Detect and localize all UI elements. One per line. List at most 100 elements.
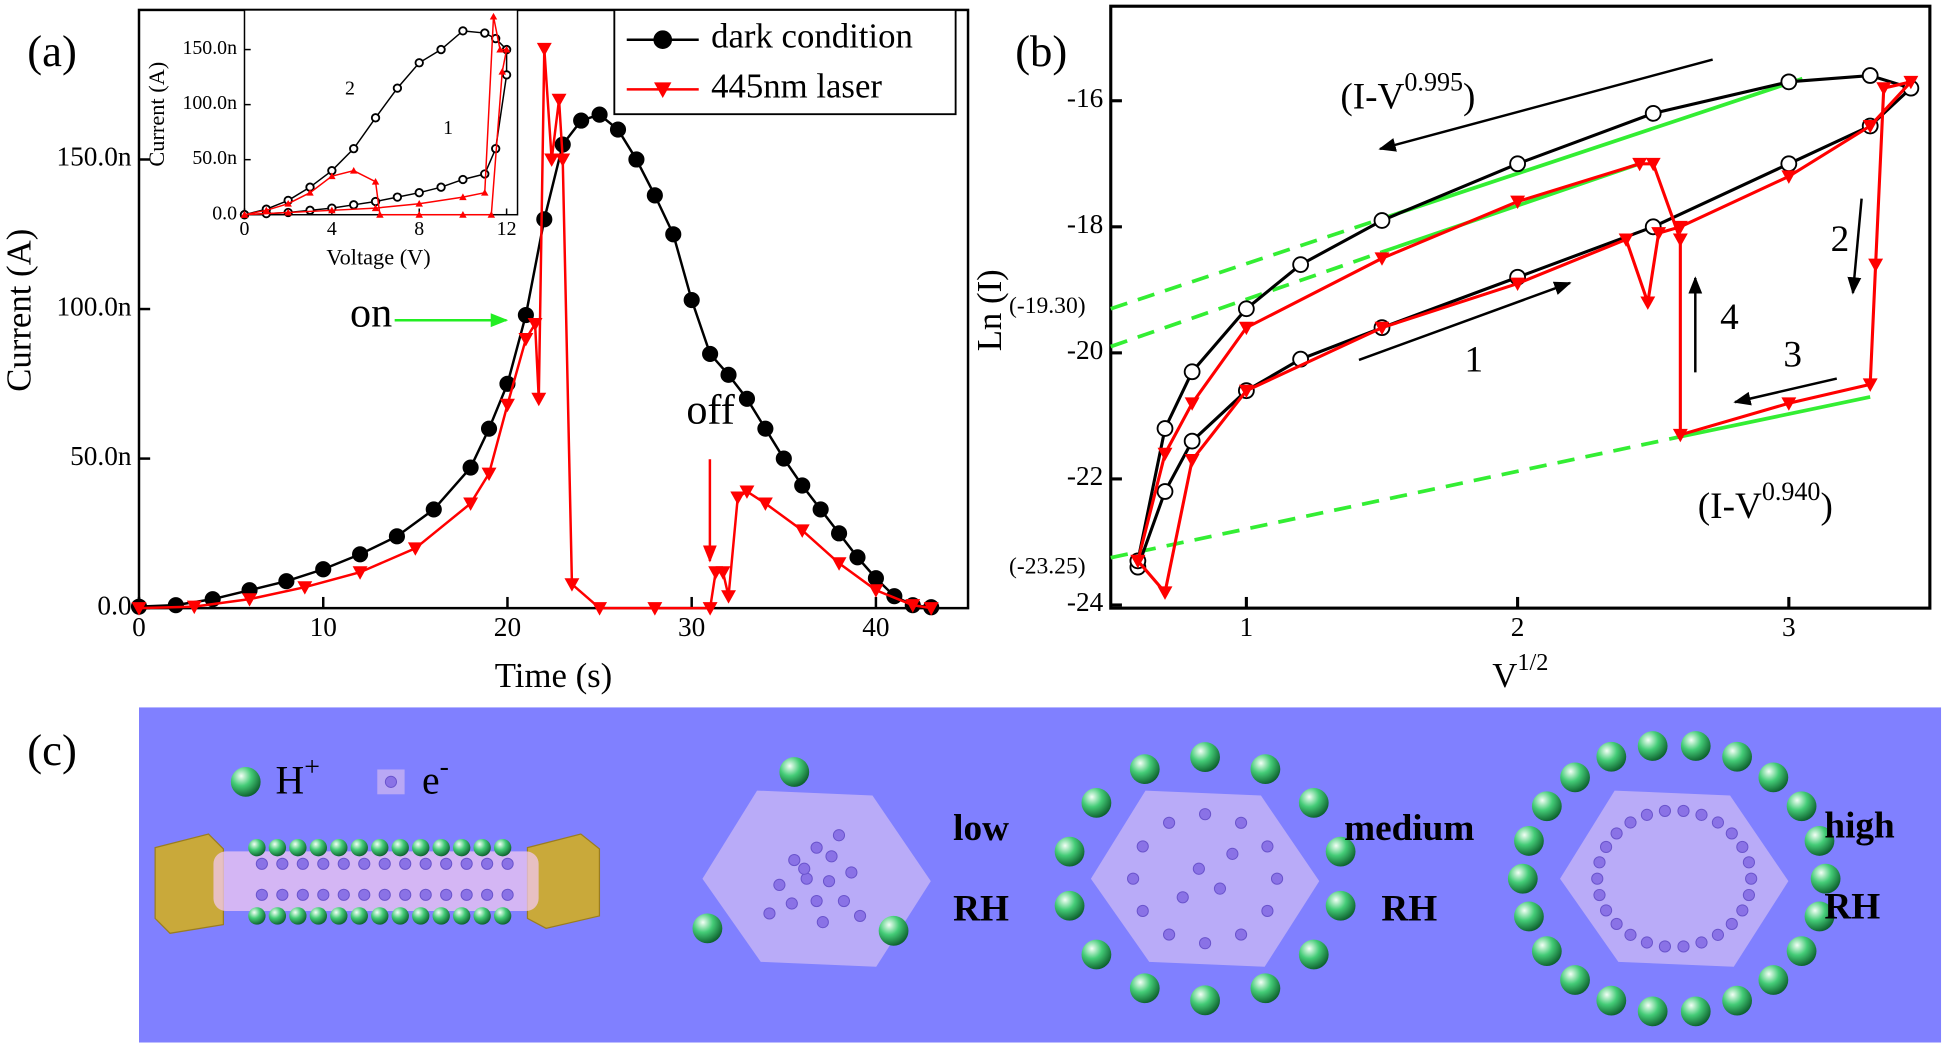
y-axis-title: Current (A)	[144, 62, 169, 167]
point	[702, 602, 718, 616]
electron	[1677, 940, 1690, 953]
legend-electron-part: -	[440, 752, 449, 783]
proton	[1596, 985, 1627, 1016]
legend-electron-part: e	[422, 758, 440, 802]
electron	[378, 888, 391, 901]
proton	[1081, 787, 1112, 818]
humidity-level: high	[1824, 806, 1895, 847]
electron	[337, 857, 350, 870]
proton	[330, 838, 348, 857]
x-tick-label: 12	[497, 218, 517, 240]
proton	[1250, 754, 1281, 785]
electron	[255, 857, 268, 870]
electron	[276, 888, 289, 901]
proton	[412, 907, 430, 925]
point	[646, 187, 663, 204]
point	[1876, 82, 1892, 96]
electron	[419, 857, 432, 870]
x-tick-label: 1	[1240, 612, 1254, 642]
point	[462, 459, 479, 476]
electron	[384, 775, 398, 788]
x-tick-label: 20	[494, 612, 521, 642]
point	[1861, 67, 1879, 84]
electron	[1127, 872, 1140, 885]
point	[867, 570, 884, 587]
annotation: (I-V0.995)	[1340, 67, 1475, 116]
proton	[371, 838, 389, 857]
proton	[493, 907, 512, 925]
electron	[1725, 827, 1738, 840]
point	[371, 204, 380, 212]
humidity-unit: RH	[1824, 886, 1880, 927]
electron	[1711, 928, 1724, 941]
electron	[1261, 904, 1274, 918]
point	[459, 210, 467, 218]
x-tick-label: 10	[310, 612, 337, 642]
point	[1903, 75, 1919, 90]
point	[1184, 454, 1200, 468]
electron	[1591, 872, 1604, 885]
electron	[1695, 936, 1708, 949]
point	[489, 12, 498, 20]
x-axis-title: Time (s)	[495, 656, 612, 695]
point	[1862, 120, 1878, 134]
electron	[1736, 904, 1749, 917]
electron	[501, 888, 514, 901]
proton	[779, 757, 810, 787]
y-tick-label: 150.0n	[56, 142, 131, 172]
arrow	[1847, 198, 1863, 295]
annotation-part: (-23.25)	[1009, 554, 1086, 580]
annotation-part: 4	[1720, 297, 1739, 338]
panel-label: (c)	[27, 725, 77, 775]
point	[1157, 447, 1173, 462]
electron	[501, 857, 514, 870]
electron	[810, 894, 823, 908]
electron	[822, 875, 836, 888]
point	[1184, 397, 1200, 411]
point	[463, 497, 479, 511]
proton	[350, 907, 368, 925]
annotation: 2	[345, 77, 355, 99]
proton	[268, 907, 287, 925]
point	[1780, 155, 1798, 173]
point	[349, 144, 359, 154]
point	[905, 599, 921, 613]
point	[591, 106, 608, 123]
electron	[1725, 917, 1738, 931]
electron	[1610, 917, 1623, 931]
annotation-part: 2	[1831, 219, 1850, 260]
point	[1156, 420, 1174, 437]
electron	[440, 888, 453, 901]
proton	[1325, 890, 1356, 921]
annotation: 4	[1720, 297, 1739, 338]
point	[297, 581, 313, 595]
electrode	[154, 833, 225, 934]
x-axis-title: V1/2	[1492, 649, 1548, 695]
proton	[1758, 762, 1789, 793]
electron	[460, 857, 473, 870]
point	[376, 210, 384, 218]
x-tick-label: 0	[240, 218, 250, 240]
nanowire	[213, 851, 539, 911]
point	[352, 546, 369, 563]
point	[721, 590, 736, 604]
point	[1373, 212, 1391, 229]
proton	[452, 907, 471, 925]
proton	[412, 838, 430, 857]
point	[757, 420, 774, 437]
panel-label: (b)	[1015, 26, 1067, 76]
annotation: (I-V0.940)	[1698, 477, 1833, 526]
point	[388, 528, 405, 545]
annotation: (-23.25)	[1009, 554, 1086, 580]
point	[262, 206, 271, 214]
electron	[1226, 847, 1239, 860]
electron	[399, 857, 412, 870]
proton	[1298, 787, 1329, 818]
y-tick-label: -20	[1067, 335, 1103, 365]
point	[415, 199, 423, 207]
point	[730, 491, 746, 505]
proton	[391, 907, 409, 925]
point	[1183, 432, 1201, 450]
proton	[391, 838, 409, 857]
point	[715, 566, 731, 580]
